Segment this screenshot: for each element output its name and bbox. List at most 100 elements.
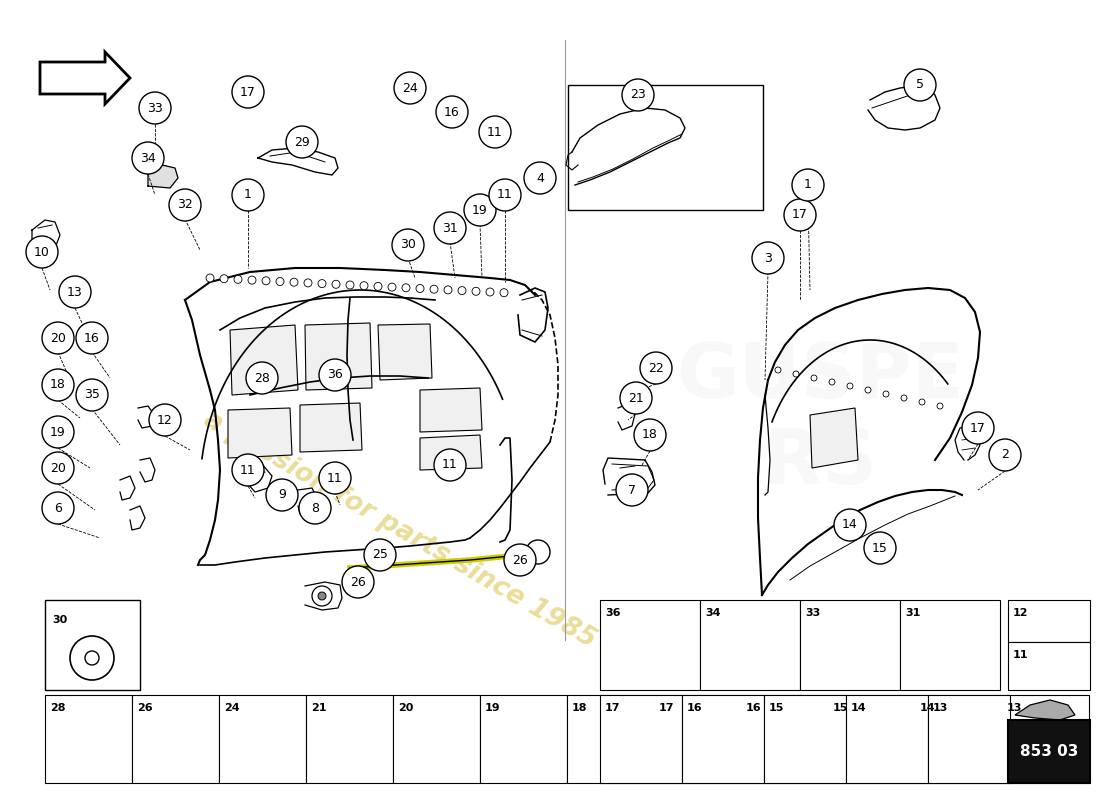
Circle shape: [332, 280, 340, 288]
Bar: [566, 695, 654, 783]
Circle shape: [776, 367, 781, 373]
Text: 18: 18: [572, 703, 587, 713]
Text: 15: 15: [872, 542, 888, 554]
Text: 20: 20: [51, 462, 66, 474]
Text: 20: 20: [398, 703, 414, 713]
Circle shape: [472, 287, 480, 295]
Circle shape: [434, 212, 466, 244]
Circle shape: [402, 284, 410, 292]
Circle shape: [290, 278, 298, 286]
Text: 1: 1: [244, 189, 252, 202]
Text: 7: 7: [628, 483, 636, 497]
Circle shape: [312, 586, 332, 606]
Text: 28: 28: [50, 703, 66, 713]
Text: 19: 19: [485, 703, 501, 713]
Text: 2: 2: [1001, 449, 1009, 462]
Text: 20: 20: [51, 331, 66, 345]
Circle shape: [42, 452, 74, 484]
Circle shape: [434, 449, 466, 481]
Text: 16: 16: [84, 331, 100, 345]
Text: 21: 21: [311, 703, 327, 713]
Circle shape: [42, 322, 74, 354]
Polygon shape: [300, 403, 362, 452]
Bar: [1008, 720, 1090, 783]
Text: 10: 10: [34, 246, 50, 258]
Circle shape: [526, 540, 550, 564]
Text: 30: 30: [52, 615, 67, 625]
Text: 16: 16: [444, 106, 460, 118]
Circle shape: [864, 532, 896, 564]
Circle shape: [360, 282, 368, 290]
Circle shape: [486, 288, 494, 296]
Text: 12: 12: [1013, 608, 1028, 618]
Circle shape: [436, 96, 468, 128]
Text: 16: 16: [746, 703, 761, 713]
Circle shape: [616, 474, 648, 506]
Text: 29: 29: [294, 135, 310, 149]
Circle shape: [388, 283, 396, 291]
Bar: [846, 695, 928, 783]
Polygon shape: [420, 435, 482, 470]
Circle shape: [478, 116, 512, 148]
Circle shape: [70, 636, 114, 680]
Circle shape: [793, 371, 799, 377]
Circle shape: [640, 352, 672, 384]
Circle shape: [490, 179, 521, 211]
Text: 17: 17: [605, 703, 620, 713]
Text: 35: 35: [84, 389, 100, 402]
Text: 13: 13: [1006, 703, 1022, 713]
Circle shape: [246, 362, 278, 394]
Bar: [393, 695, 480, 783]
Bar: [764, 695, 846, 783]
Bar: [800, 600, 900, 690]
Text: 25: 25: [372, 549, 388, 562]
Text: 17: 17: [970, 422, 986, 434]
Polygon shape: [1015, 700, 1075, 720]
Circle shape: [464, 194, 496, 226]
Text: 11: 11: [487, 126, 503, 138]
Circle shape: [346, 281, 354, 289]
Circle shape: [784, 199, 816, 231]
Polygon shape: [230, 325, 298, 395]
Circle shape: [458, 286, 466, 294]
Circle shape: [206, 274, 214, 282]
Text: 23: 23: [630, 89, 646, 102]
Circle shape: [918, 399, 925, 405]
Circle shape: [834, 509, 866, 541]
Text: 33: 33: [805, 608, 821, 618]
Bar: [219, 695, 306, 783]
Circle shape: [504, 544, 536, 576]
Text: 15: 15: [769, 703, 784, 713]
Circle shape: [811, 375, 817, 381]
Text: 36: 36: [327, 369, 343, 382]
Text: 19: 19: [51, 426, 66, 438]
Circle shape: [524, 162, 556, 194]
Bar: [306, 695, 393, 783]
Circle shape: [299, 492, 331, 524]
Text: 17: 17: [659, 703, 674, 713]
Bar: [568, 85, 763, 210]
Text: 31: 31: [905, 608, 921, 618]
Text: 11: 11: [497, 189, 513, 202]
Polygon shape: [420, 388, 482, 432]
Bar: [928, 695, 1010, 783]
Text: GUSPE
RS: GUSPE RS: [676, 340, 964, 500]
Polygon shape: [228, 408, 292, 458]
Circle shape: [364, 539, 396, 571]
Polygon shape: [305, 323, 372, 390]
Circle shape: [148, 404, 182, 436]
Bar: [600, 600, 700, 690]
Text: 24: 24: [403, 82, 418, 94]
Circle shape: [792, 169, 824, 201]
Text: 853 03: 853 03: [1020, 743, 1078, 758]
Bar: [480, 695, 566, 783]
Bar: [915, 695, 1002, 783]
Circle shape: [962, 412, 994, 444]
Circle shape: [232, 76, 264, 108]
Bar: [700, 600, 800, 690]
Bar: [600, 695, 682, 783]
Text: 14: 14: [920, 703, 936, 713]
Circle shape: [139, 92, 170, 124]
Bar: [132, 695, 219, 783]
Circle shape: [319, 462, 351, 494]
